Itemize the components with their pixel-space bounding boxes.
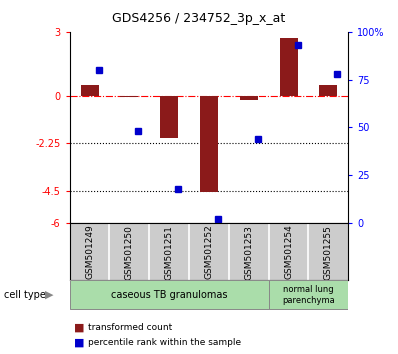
Text: GSM501254: GSM501254 xyxy=(284,225,293,279)
Text: GDS4256 / 234752_3p_x_at: GDS4256 / 234752_3p_x_at xyxy=(112,12,286,25)
Bar xyxy=(80,85,99,96)
Text: ■: ■ xyxy=(74,337,84,347)
Bar xyxy=(70,280,269,309)
Text: normal lung
parenchyma: normal lung parenchyma xyxy=(282,285,335,305)
Bar xyxy=(320,85,338,96)
Text: GSM501251: GSM501251 xyxy=(165,225,174,280)
Text: caseous TB granulomas: caseous TB granulomas xyxy=(111,290,227,300)
Text: percentile rank within the sample: percentile rank within the sample xyxy=(88,338,241,347)
Text: ▶: ▶ xyxy=(45,290,53,299)
Text: GSM501250: GSM501250 xyxy=(125,225,134,280)
Bar xyxy=(280,38,298,96)
Text: GSM501252: GSM501252 xyxy=(205,225,213,279)
Bar xyxy=(269,280,348,309)
Text: transformed count: transformed count xyxy=(88,323,172,332)
Text: GSM501255: GSM501255 xyxy=(324,225,333,280)
Text: GSM501249: GSM501249 xyxy=(85,225,94,279)
Bar xyxy=(120,96,139,97)
Bar xyxy=(160,96,178,138)
Bar xyxy=(200,96,218,192)
Text: GSM501253: GSM501253 xyxy=(244,225,253,280)
Text: ■: ■ xyxy=(74,322,84,332)
Bar xyxy=(240,96,258,100)
Text: cell type: cell type xyxy=(4,290,46,299)
